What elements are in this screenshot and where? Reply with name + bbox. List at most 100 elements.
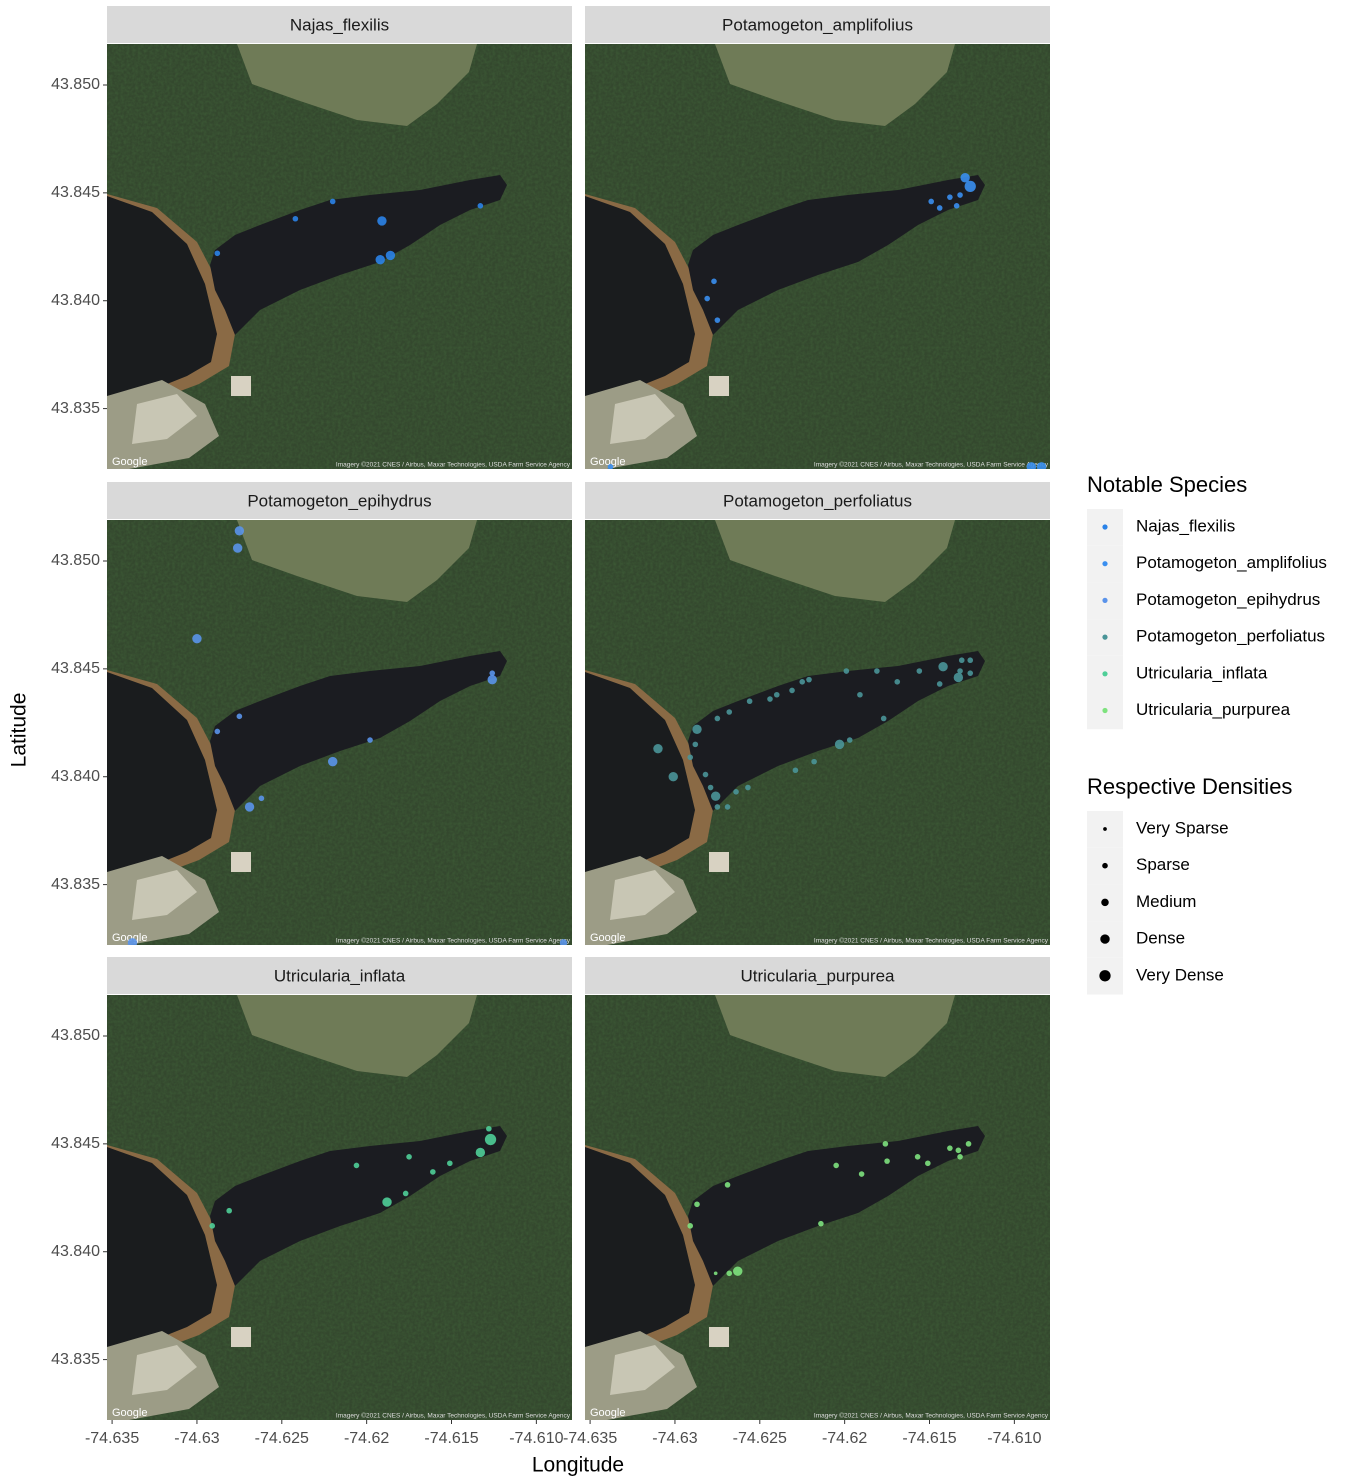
x-tick-label: -74.62 (822, 1430, 867, 1447)
point (386, 251, 395, 260)
point (693, 742, 699, 748)
attribution: Imagery ©2021 CNES / Airbus, Maxar Techn… (814, 937, 1049, 945)
point (192, 634, 201, 643)
point (894, 679, 900, 685)
point (959, 657, 965, 663)
strip-title: Utricularia_inflata (274, 966, 406, 985)
legend-title: Notable Species (1087, 472, 1247, 497)
legend-label: Utricularia_purpurea (1136, 700, 1291, 719)
point (485, 1134, 496, 1145)
point (377, 216, 386, 225)
legend-label: Medium (1136, 892, 1196, 911)
point (957, 1154, 963, 1160)
panel: GoogleImagery ©2021 CNES / Airbus, Maxar… (585, 44, 1050, 472)
point (733, 1266, 742, 1275)
point (915, 1154, 921, 1160)
point (488, 675, 497, 684)
point (376, 255, 385, 264)
point (967, 657, 973, 663)
point (406, 1154, 412, 1160)
y-tick-label: 43.840 (51, 292, 100, 309)
y-tick-label: 43.840 (51, 768, 100, 785)
x-tick-label: -74.63 (652, 1430, 697, 1447)
point (367, 737, 373, 743)
legend-label: Potamogeton_amplifolius (1136, 553, 1327, 572)
y-tick-label: 43.845 (51, 184, 100, 201)
point (957, 668, 963, 674)
point (859, 1171, 865, 1177)
x-tick-label: -74.62 (344, 1430, 389, 1447)
point (215, 729, 221, 735)
point (954, 673, 963, 682)
point (881, 716, 887, 722)
point (245, 802, 254, 811)
x-tick-label: -74.63 (174, 1430, 219, 1447)
point (937, 681, 943, 687)
point (215, 250, 221, 256)
legend-size-key (1103, 827, 1107, 831)
point (128, 938, 137, 947)
point (714, 1271, 718, 1275)
legend-label: Sparse (1136, 855, 1190, 874)
point (956, 1148, 962, 1154)
attribution: Google (112, 1407, 147, 1419)
x-tick-label: -74.625 (255, 1430, 309, 1447)
map-background (107, 995, 572, 1420)
point (711, 279, 717, 285)
point (835, 740, 844, 749)
strip-title: Potamogeton_perfoliatus (723, 491, 912, 510)
point (382, 1197, 391, 1206)
legend-label: Potamogeton_epihydrus (1136, 590, 1320, 609)
x-tick-label: -74.635 (85, 1430, 139, 1447)
point (233, 543, 242, 552)
point (209, 1223, 215, 1229)
attribution: Imagery ©2021 CNES / Airbus, Maxar Techn… (336, 937, 571, 945)
point (947, 1145, 953, 1151)
point (818, 1221, 824, 1227)
x-tick-label: -74.615 (424, 1430, 478, 1447)
point (687, 755, 693, 761)
point (711, 791, 720, 800)
attribution: Imagery ©2021 CNES / Airbus, Maxar Techn… (814, 1412, 1049, 1420)
point (799, 679, 805, 685)
point (747, 698, 753, 704)
point (478, 203, 484, 209)
point (947, 194, 953, 200)
map-background (585, 995, 1050, 1420)
legend-label: Najas_flexilis (1136, 516, 1235, 535)
x-tick-label: -74.610 (509, 1430, 563, 1447)
strip-title: Potamogeton_amplifolius (722, 15, 913, 34)
map-background (585, 520, 1050, 945)
attribution: Google (590, 932, 625, 944)
legend-label: Very Dense (1136, 965, 1224, 984)
chart: Longitude Latitude Notable Species Respe… (0, 0, 1361, 1479)
legend-key (1102, 598, 1107, 603)
point (745, 785, 751, 791)
point (694, 1201, 700, 1207)
legend-key (1102, 561, 1107, 566)
point (1027, 462, 1036, 471)
point (476, 1148, 485, 1157)
y-tick-label: 43.850 (51, 1027, 100, 1044)
point (811, 759, 817, 765)
panel: GoogleImagery ©2021 CNES / Airbus, Maxar… (107, 995, 572, 1420)
y-tick-label: 43.835 (51, 400, 100, 417)
point (957, 192, 963, 198)
point (447, 1160, 453, 1166)
point (653, 744, 662, 753)
legend-label: Very Sparse (1136, 818, 1229, 837)
map-background (107, 44, 572, 469)
point (237, 714, 243, 720)
legend-label: Potamogeton_perfoliatus (1136, 627, 1325, 646)
point (917, 668, 923, 674)
point (789, 688, 795, 694)
y-tick-label: 43.850 (51, 76, 100, 93)
point (1037, 462, 1046, 471)
point (883, 1141, 889, 1147)
x-tick-label: -74.625 (733, 1430, 787, 1447)
point (767, 696, 773, 702)
point (733, 789, 739, 795)
y-tick-label: 43.845 (51, 1135, 100, 1152)
